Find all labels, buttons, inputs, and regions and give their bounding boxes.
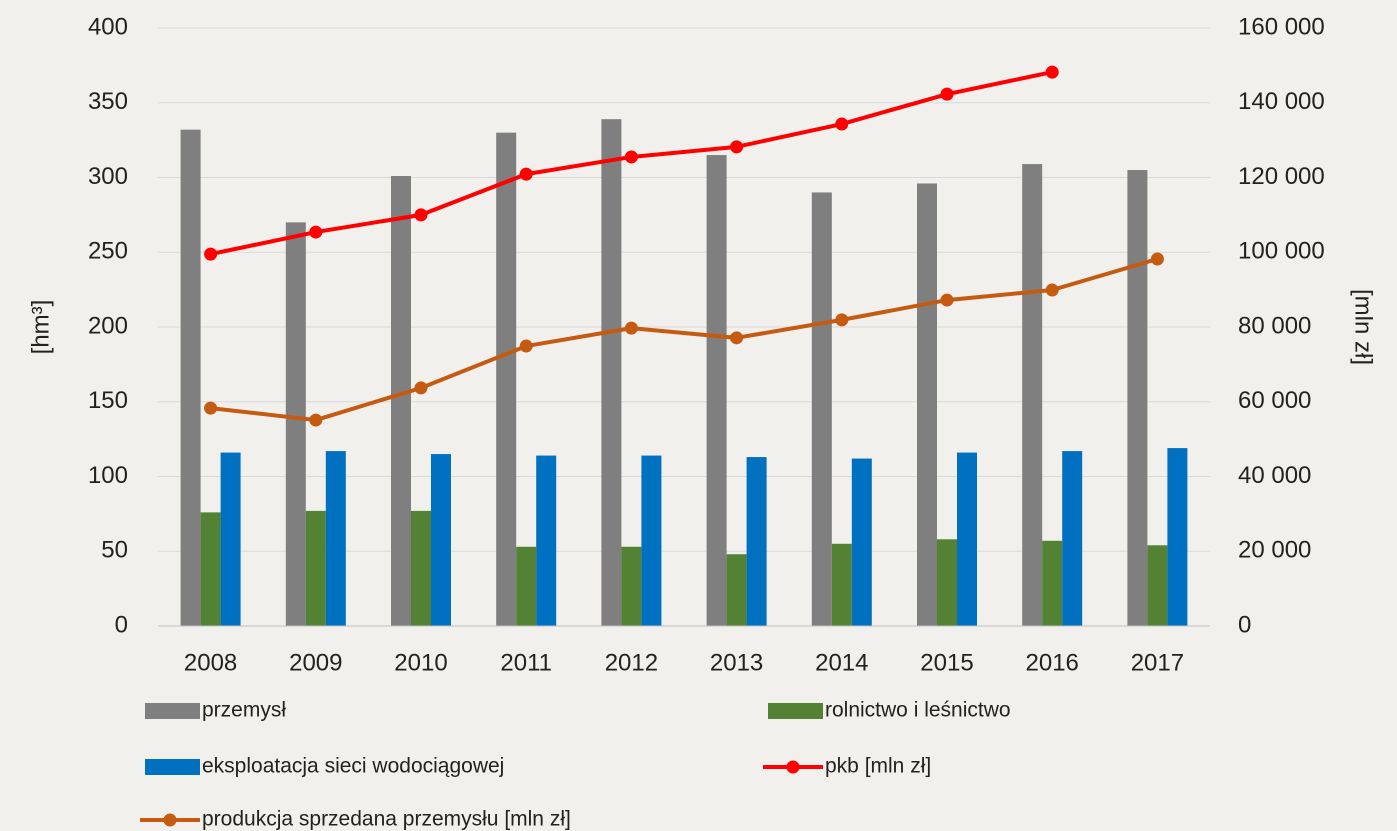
line-marker [204, 247, 218, 261]
bar [957, 452, 977, 626]
y2-tick-label: 100 000 [1238, 238, 1325, 265]
bar [1147, 545, 1168, 626]
bar [431, 454, 451, 626]
line-marker [624, 150, 638, 164]
line-marker [414, 381, 428, 395]
x-tick-label: 2012 [605, 649, 658, 676]
line-marker [414, 208, 428, 222]
bar [305, 510, 326, 626]
line-marker [1150, 252, 1164, 266]
x-tick-label: 2016 [1026, 649, 1079, 676]
x-tick-label: 2010 [394, 649, 447, 676]
bar [1062, 451, 1083, 626]
line-marker [730, 140, 744, 154]
line-marker [835, 117, 849, 131]
y-tick-label: 400 [88, 13, 128, 40]
line-marker [519, 339, 533, 353]
line-marker [1045, 283, 1059, 297]
y-tick-label: 300 [88, 163, 128, 190]
bar [726, 554, 747, 626]
line-marker [624, 321, 638, 335]
bar [1167, 448, 1188, 626]
bar [1042, 540, 1063, 626]
y-tick-label: 100 [88, 462, 128, 489]
legend-swatch [145, 703, 200, 719]
line-marker [519, 167, 533, 181]
y-tick-label: 50 [101, 537, 128, 564]
legend-marker [163, 813, 177, 827]
x-tick-label: 2014 [815, 649, 868, 676]
legend-marker [786, 760, 800, 774]
legend-label: rolnictwo i leśnictwo [825, 699, 1011, 722]
legend-label: pkb [mln zł] [825, 755, 931, 778]
bar [220, 452, 241, 626]
y2-tick-label: 40 000 [1238, 462, 1311, 489]
line-marker [1045, 65, 1059, 79]
legend-label: przemysł [202, 699, 286, 722]
bar [1022, 164, 1043, 627]
y-tick-label: 250 [88, 238, 128, 265]
line-marker [940, 293, 954, 307]
legend-swatch [768, 703, 823, 719]
line-marker [309, 225, 323, 239]
y2-tick-label: 120 000 [1238, 163, 1325, 190]
bar [180, 129, 201, 626]
x-tick-label: 2017 [1131, 649, 1184, 676]
line-marker [730, 331, 744, 345]
bar [516, 546, 537, 626]
y-tick-label: 350 [88, 88, 128, 115]
y2-tick-label: 160 000 [1238, 13, 1325, 40]
bar [641, 455, 662, 626]
bar [536, 455, 557, 626]
line-marker [835, 313, 849, 327]
bar [200, 512, 221, 626]
bar [851, 458, 872, 626]
x-tick-label: 2011 [500, 649, 552, 676]
y-tick-label: 150 [88, 387, 128, 414]
y2-tick-label: 140 000 [1238, 88, 1325, 115]
bar [1127, 170, 1148, 626]
x-tick-label: 2009 [289, 649, 342, 676]
legend-label: produkcja sprzedana przemysłu [mln zł] [202, 808, 571, 831]
y2-tick-label: 20 000 [1238, 537, 1311, 564]
y2-axis-label: [mln zł] [1350, 289, 1377, 365]
x-tick-label: 2008 [184, 649, 237, 676]
legend-swatch [145, 759, 200, 775]
y2-tick-label: 60 000 [1238, 387, 1311, 414]
bar [917, 183, 937, 627]
bar [706, 155, 727, 626]
line-marker [309, 413, 323, 427]
bar [411, 510, 431, 626]
y-tick-label: 200 [88, 312, 128, 339]
line-marker [204, 401, 218, 415]
y2-tick-label: 80 000 [1238, 312, 1311, 339]
x-tick-label: 2015 [920, 649, 973, 676]
x-tick-label: 2013 [710, 649, 763, 676]
bar [285, 222, 306, 626]
legend-label: eksploatacja sieci wodociągowej [202, 755, 504, 778]
bar [391, 176, 411, 626]
bar [325, 451, 346, 626]
y-tick-label: 0 [115, 611, 128, 638]
line [210, 257, 1158, 423]
bar [811, 192, 832, 626]
bar [496, 132, 517, 626]
line-marker [940, 87, 954, 101]
y-axis-label: [hm³] [27, 300, 54, 355]
y2-tick-label: 0 [1238, 611, 1251, 638]
bar [601, 119, 622, 626]
bar [746, 457, 767, 626]
bar [937, 539, 957, 626]
bar [831, 543, 852, 626]
bar [621, 546, 642, 626]
